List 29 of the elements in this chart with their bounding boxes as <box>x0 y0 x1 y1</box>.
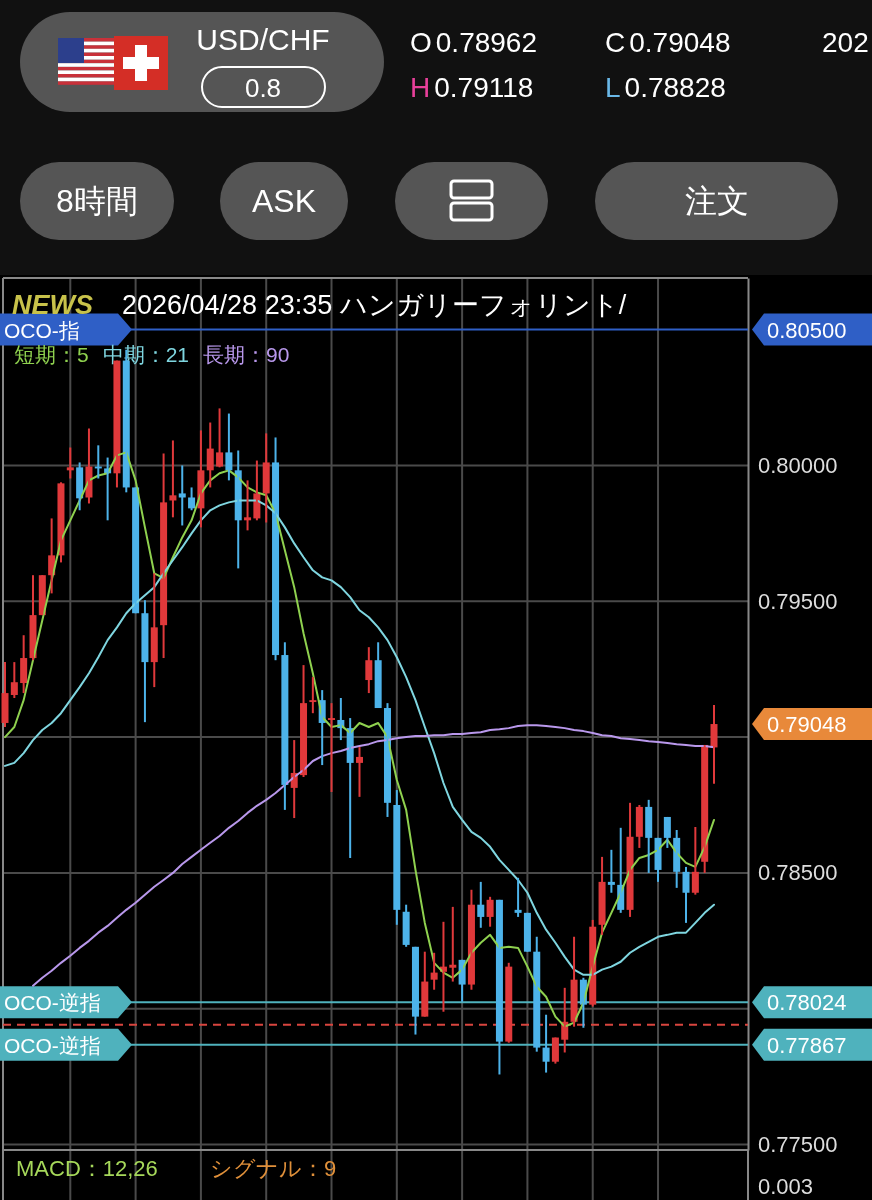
text: 注文 <box>684 183 749 219</box>
text: 長期：90 <box>203 343 290 366</box>
text: MACD：12,26 <box>16 1156 158 1181</box>
y-tick-label: 0.79500 <box>758 588 838 614</box>
text: 0.79048 <box>767 712 847 738</box>
ref-line-label: OCO-逆指 <box>4 991 101 1015</box>
ref-line-label: OCO-逆指 <box>4 1033 101 1057</box>
text: O0.78962 <box>410 27 537 58</box>
text: 202 <box>822 27 869 58</box>
y-tick-label: 0.78500 <box>758 860 838 886</box>
text: 0.80500 <box>767 317 847 343</box>
annotation: NEWS <box>12 290 93 320</box>
y-tick-label: 0.77500 <box>758 1132 838 1158</box>
ref-line-label: OCO-指 <box>4 318 80 342</box>
text: ASK <box>251 183 317 219</box>
text: H0.79118 <box>410 72 534 103</box>
chart-title: USD/CHF <box>196 23 330 56</box>
text: 0.8 <box>244 73 282 103</box>
line-series <box>4 499 715 976</box>
text: 0.003 <box>758 1174 814 1199</box>
text: シグナル：9 <box>210 1156 337 1181</box>
text: 0.77867 <box>767 1032 847 1058</box>
text: C0.79048 <box>605 27 731 58</box>
y-tick-label: 0.80000 <box>758 452 838 478</box>
text: 8時間 <box>56 183 138 219</box>
text: 0.78024 <box>767 990 847 1016</box>
text: 短期：5 <box>14 343 89 366</box>
text: L0.78828 <box>605 72 726 103</box>
annotation: 2026/04/28 23:35 ハンガリーフォリント/ <box>122 290 627 320</box>
